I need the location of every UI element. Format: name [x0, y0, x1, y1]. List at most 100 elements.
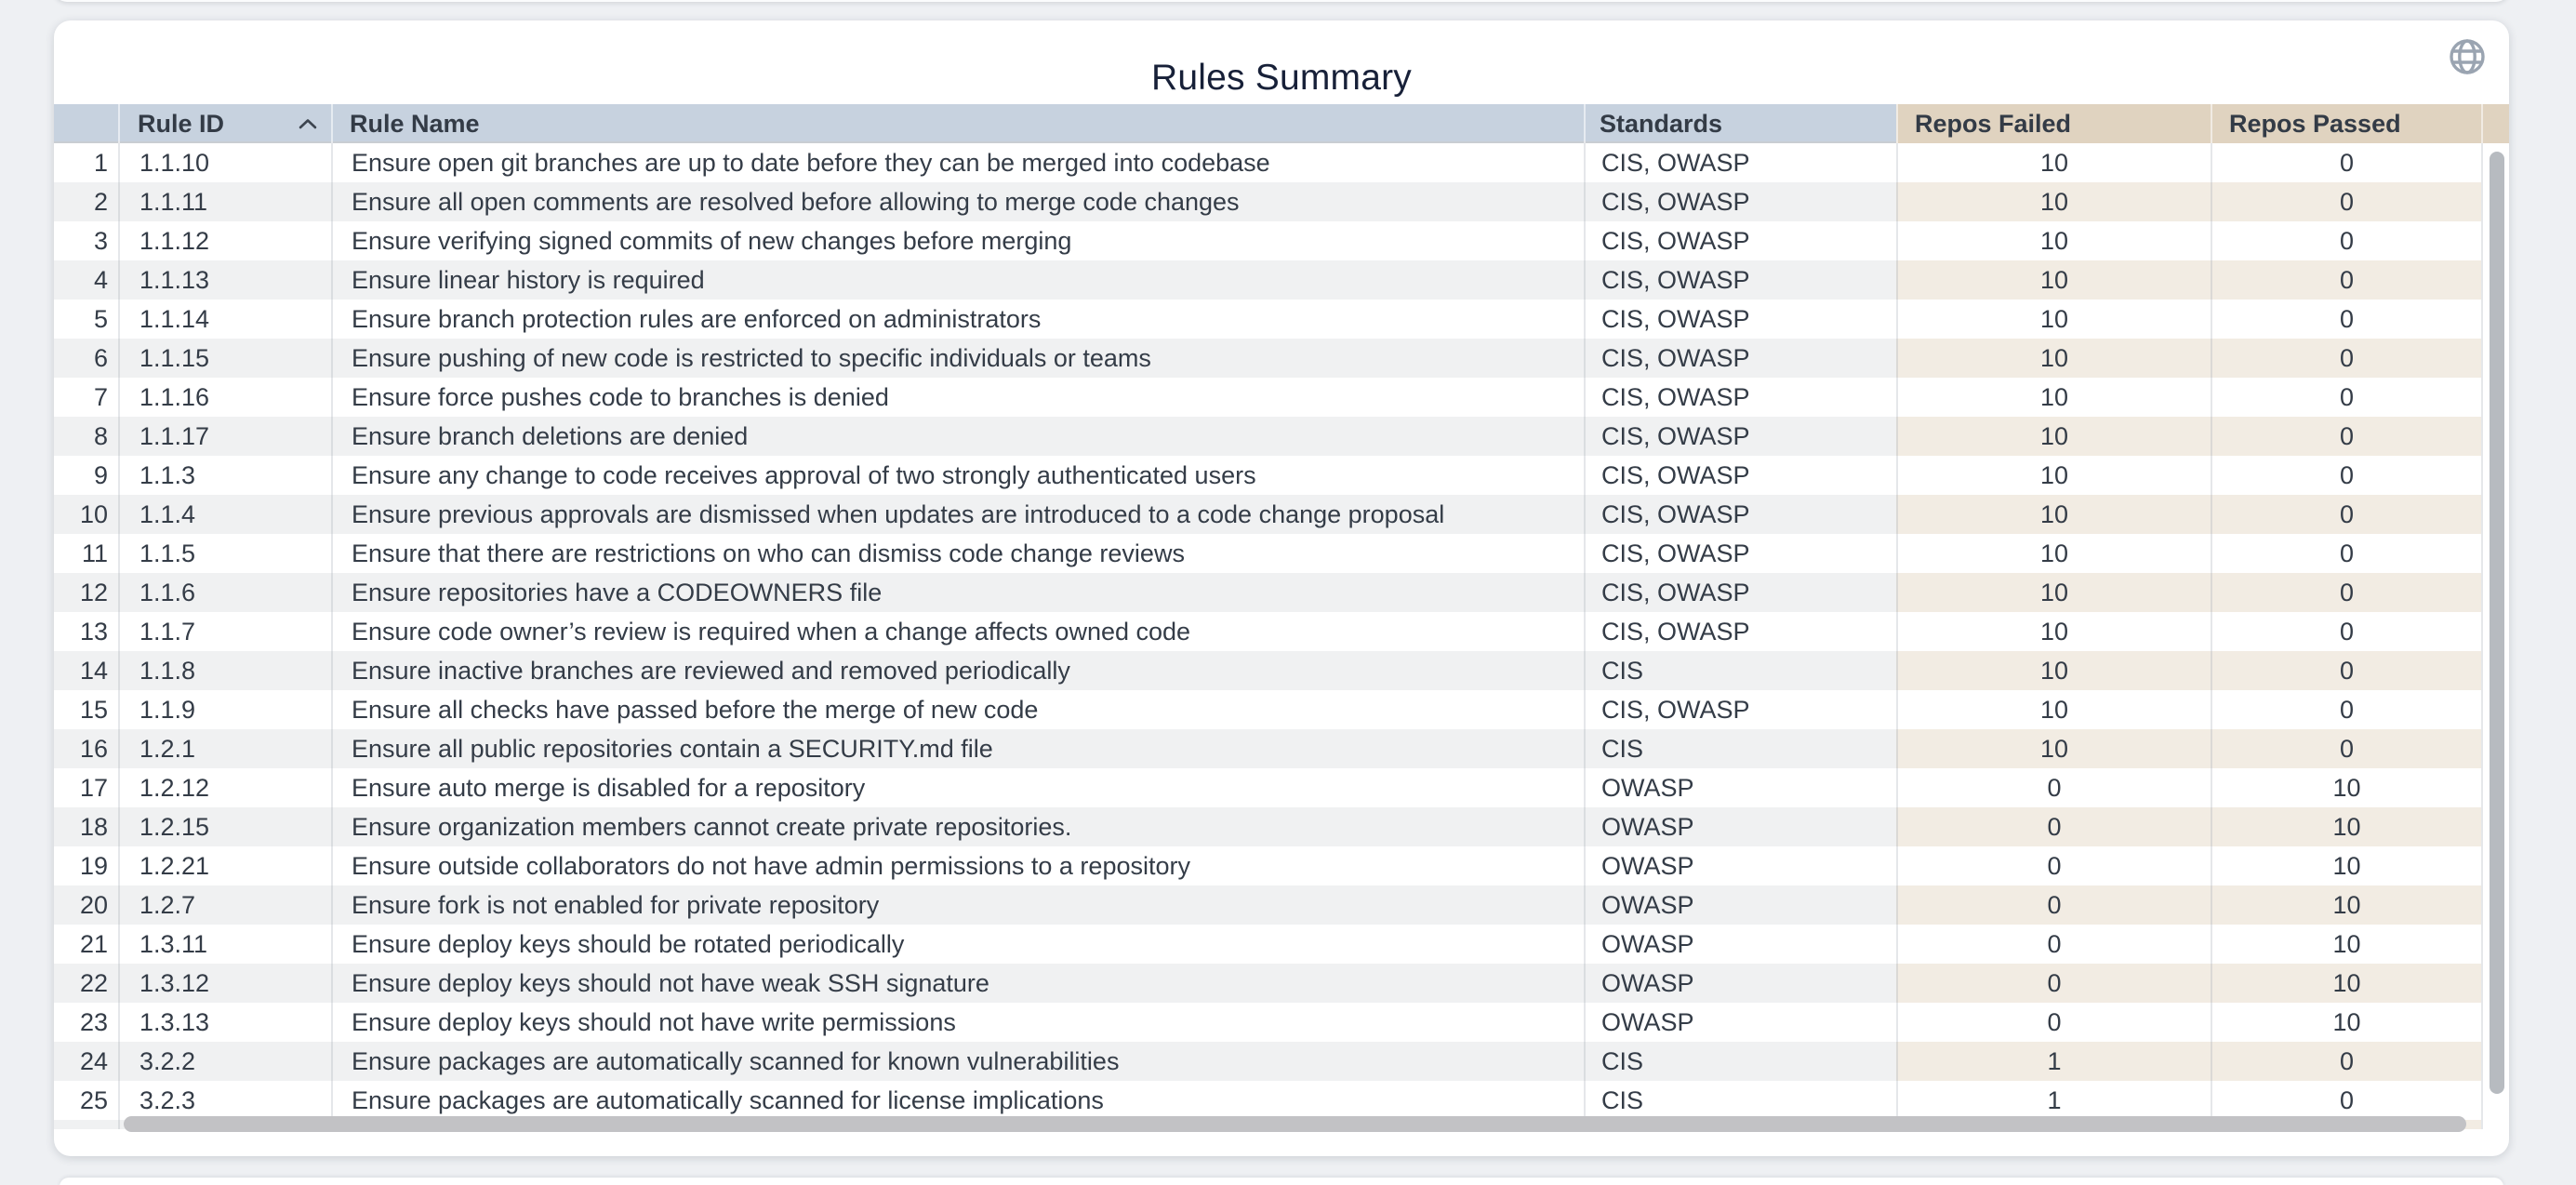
header-repos-failed[interactable]: Repos Failed	[1896, 104, 2211, 143]
rule-id-cell: 1.1.16	[118, 378, 331, 417]
rule-name-cell: Ensure pushing of new code is restricted…	[331, 339, 1584, 378]
table-row: 5 1.1.14 Ensure branch protection rules …	[54, 300, 2509, 339]
repos-passed-cell: 0	[2211, 690, 2481, 729]
table-row: 10 1.1.4 Ensure previous approvals are d…	[54, 495, 2509, 534]
rule-id-cell: 1.2.21	[118, 846, 331, 885]
standards-cell: OWASP	[1584, 807, 1896, 846]
table-row: 15 1.1.9 Ensure all checks have passed b…	[54, 690, 2509, 729]
table-row: 23 1.3.13 Ensure deploy keys should not …	[54, 1003, 2509, 1042]
rules-summary-card: Rules Summary Rule ID Rule Name Standard…	[54, 20, 2509, 1156]
standards-cell: CIS, OWASP	[1584, 339, 1896, 378]
table-row: 17 1.2.12 Ensure auto merge is disabled …	[54, 768, 2509, 807]
repos-passed-cell: 10	[2211, 807, 2481, 846]
rule-id-cell: 1.1.15	[118, 339, 331, 378]
row-index-cell: 19	[79, 852, 108, 880]
table-row: 25 3.2.3 Ensure packages are automatical…	[54, 1081, 2509, 1120]
repos-failed-cell: 10	[1896, 456, 2211, 495]
repos-passed-cell: 0	[2211, 729, 2481, 768]
rule-name-cell: Ensure linear history is required	[331, 260, 1584, 300]
row-index-cell: 3	[93, 227, 108, 255]
standards-cell: CIS, OWASP	[1584, 221, 1896, 260]
repos-failed-cell: 0	[1896, 807, 2211, 846]
repos-failed-cell: 10	[1896, 182, 2211, 221]
repos-passed-cell: 0	[2211, 260, 2481, 300]
repos-passed-cell: 0	[2211, 612, 2481, 651]
rule-id-cell: 1.1.13	[118, 260, 331, 300]
standards-cell: CIS, OWASP	[1584, 690, 1896, 729]
vertical-scrollbar-thumb[interactable]	[2490, 152, 2504, 1094]
rule-name-cell: Ensure auto merge is disabled for a repo…	[331, 768, 1584, 807]
repos-passed-cell: 0	[2211, 182, 2481, 221]
table-row: 19 1.2.21 Ensure outside collaborators d…	[54, 846, 2509, 885]
row-index-cell: 9	[93, 461, 108, 489]
row-index-cell: 6	[54, 339, 118, 378]
rule-id-cell: 1.1.12	[118, 221, 331, 260]
standards-cell: CIS, OWASP	[1584, 573, 1896, 612]
header-standards[interactable]: Standards	[1584, 104, 1896, 143]
rule-name-cell: Ensure verifying signed commits of new c…	[331, 221, 1584, 260]
rule-name-cell: Ensure branch deletions are denied	[331, 417, 1584, 456]
table-row: 13 1.1.7 Ensure code owner’s review is r…	[54, 612, 2509, 651]
table-row: 1 1.1.10 Ensure open git branches are up…	[54, 143, 2509, 182]
table-row: 11 1.1.5 Ensure that there are restricti…	[54, 534, 2509, 573]
repos-passed-cell: 10	[2211, 925, 2481, 964]
rule-name-cell: Ensure organization members cannot creat…	[331, 807, 1584, 846]
row-index-cell: 21	[79, 930, 108, 958]
rule-name-cell: Ensure packages are automatically scanne…	[331, 1081, 1584, 1120]
row-index-cell: 1	[93, 149, 108, 177]
row-index-cell: 25	[79, 1086, 108, 1114]
row-index-cell: 24	[54, 1042, 118, 1081]
standards-cell: OWASP	[1584, 1003, 1896, 1042]
table-row: 7 1.1.16 Ensure force pushes code to bra…	[54, 378, 2509, 417]
repos-passed-cell: 0	[2211, 456, 2481, 495]
rule-name-cell: Ensure all open comments are resolved be…	[331, 182, 1584, 221]
repos-passed-cell: 10	[2211, 846, 2481, 885]
rule-name-cell: Ensure any change to code receives appro…	[331, 456, 1584, 495]
row-index-cell: 14	[54, 651, 118, 690]
standards-cell: CIS, OWASP	[1584, 456, 1896, 495]
rule-id-cell: 1.3.11	[118, 925, 331, 964]
rule-id-cell: 1.1.7	[118, 612, 331, 651]
repos-failed-cell: 0	[1896, 925, 2211, 964]
header-rule-id[interactable]: Rule ID	[118, 104, 331, 143]
row-index-cell: 23	[79, 1008, 108, 1036]
row-index-cell: 2	[54, 182, 118, 221]
repos-passed-cell: 0	[2211, 378, 2481, 417]
repos-failed-cell: 10	[1896, 729, 2211, 768]
repos-failed-cell: 10	[1896, 417, 2211, 456]
rule-id-cell: 1.1.8	[118, 651, 331, 690]
rule-id-cell: 1.1.4	[118, 495, 331, 534]
table-row: 4 1.1.13 Ensure linear history is requir…	[54, 260, 2509, 300]
table-row: 12 1.1.6 Ensure repositories have a CODE…	[54, 573, 2509, 612]
repos-passed-cell: 0	[2211, 300, 2481, 339]
repos-passed-cell: 0	[2211, 534, 2481, 573]
table-row: 2 1.1.11 Ensure all open comments are re…	[54, 182, 2509, 221]
row-index-cell: 18	[54, 807, 118, 846]
repos-passed-cell: 10	[2211, 1003, 2481, 1042]
standards-cell: CIS	[1584, 1042, 1896, 1081]
rules-table: Rule ID Rule Name Standards Repos Failed…	[54, 104, 2509, 1129]
rule-name-cell: Ensure fork is not enabled for private r…	[331, 885, 1584, 925]
table-row: 14 1.1.8 Ensure inactive branches are re…	[54, 651, 2509, 690]
repos-passed-cell: 10	[2211, 964, 2481, 1003]
header-rule-name[interactable]: Rule Name	[331, 104, 1584, 143]
repos-passed-cell: 10	[2211, 885, 2481, 925]
horizontal-scrollbar-thumb[interactable]	[124, 1116, 2466, 1132]
chevron-up-icon	[299, 119, 317, 129]
repos-passed-cell: 0	[2211, 221, 2481, 260]
repos-passed-cell: 0	[2211, 339, 2481, 378]
header-gutter	[2481, 104, 2509, 143]
header-repos-passed[interactable]: Repos Passed	[2211, 104, 2481, 143]
repos-failed-cell: 0	[1896, 768, 2211, 807]
globe-button[interactable]	[2446, 35, 2489, 78]
rule-name-cell: Ensure repositories have a CODEOWNERS fi…	[331, 573, 1584, 612]
rule-name-cell: Ensure deploy keys should be rotated per…	[331, 925, 1584, 964]
rule-name-cell: Ensure all checks have passed before the…	[331, 690, 1584, 729]
rule-name-cell: Ensure packages are automatically scanne…	[331, 1042, 1584, 1081]
repos-passed-cell: 0	[2211, 1081, 2481, 1120]
table-row: 8 1.1.17 Ensure branch deletions are den…	[54, 417, 2509, 456]
repos-failed-cell: 1	[1896, 1081, 2211, 1120]
rule-id-cell: 1.1.14	[118, 300, 331, 339]
row-index-cell: 17	[79, 774, 108, 802]
standards-cell: CIS	[1584, 729, 1896, 768]
